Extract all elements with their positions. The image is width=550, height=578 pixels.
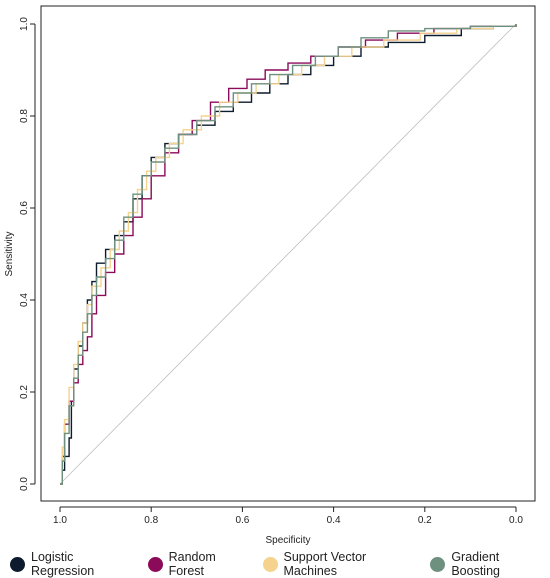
roc-curve-logistic-regression — [60, 24, 517, 485]
x-tick-label: 0.8 — [144, 515, 158, 526]
legend-label: Support Vector Machines — [283, 550, 367, 578]
x-axis: 1.0 0.8 0.6 0.4 0.2 0.0 — [53, 506, 523, 526]
legend-swatch — [430, 556, 446, 572]
legend-item-support-vector-machines: Support Vector Machines — [262, 550, 422, 578]
y-tick-label: 0.2 — [19, 385, 30, 399]
x-tick-label: 0.0 — [509, 515, 523, 526]
x-tick-label: 1.0 — [53, 515, 67, 526]
legend: Logistic Regression Random Forest Suppor… — [0, 550, 550, 578]
legend-label: Gradient Boosting — [451, 550, 500, 578]
y-axis: 0.0 0.2 0.4 0.6 0.8 1.0 — [19, 17, 36, 491]
legend-label: Random Forest — [168, 550, 216, 578]
y-tick-label: 0.8 — [19, 109, 30, 123]
series-layer — [60, 24, 517, 485]
x-tick-label: 0.2 — [418, 515, 432, 526]
y-tick-label: 0.6 — [19, 201, 30, 215]
reference-diagonal — [59, 23, 517, 485]
legend-swatch — [147, 556, 163, 572]
roc-chart: 1.0 0.8 0.6 0.4 0.2 0.0 0.0 0.2 0.4 0.6 0.8 1.0 Sp… — [4, 5, 536, 546]
y-tick-label: 0.4 — [19, 293, 30, 307]
x-tick-label: 0.4 — [327, 515, 341, 526]
legend-item-logistic-regression: Logistic Regression — [10, 550, 139, 578]
legend-label: Logistic Regression — [31, 550, 95, 578]
legend-swatch — [262, 556, 278, 572]
plot-frame — [40, 5, 536, 502]
y-tick-label: 1.0 — [19, 17, 30, 31]
x-axis-title: Specificity — [265, 535, 310, 546]
legend-item-random-forest: Random Forest — [147, 550, 254, 578]
legend-item-gradient-boosting: Gradient Boosting — [430, 550, 550, 578]
roc-curve-gradient-boosting — [60, 24, 517, 485]
y-axis-title: Sensitivity — [4, 231, 15, 276]
y-tick-label: 0.0 — [19, 477, 30, 491]
legend-swatch — [10, 556, 25, 572]
x-tick-label: 0.6 — [235, 515, 249, 526]
